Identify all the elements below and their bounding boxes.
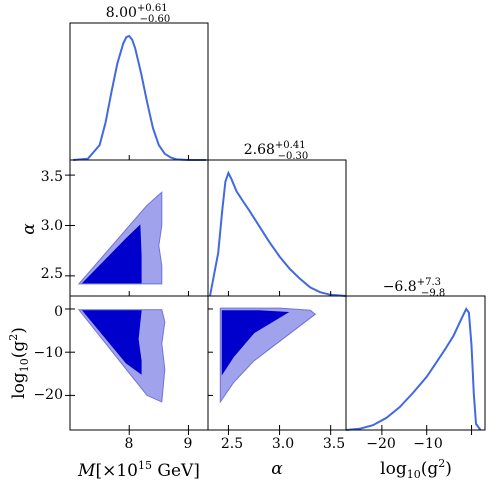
panel-alpha-log-g2 — [207, 295, 347, 431]
marginal-line-m — [72, 34, 207, 161]
y-label-alpha: α — [19, 223, 39, 235]
y-tick-alpha-3.0: 3.0 — [41, 218, 63, 234]
y-tick-g2-neg20: −20 — [33, 387, 63, 403]
title-m: 8.00+0.61 −0.60 — [106, 3, 170, 25]
panel-hist-log-g2 — [345, 295, 486, 431]
tick-marks — [65, 155, 473, 435]
y-tick-g2-neg10: −10 — [33, 345, 63, 361]
y-tick-alpha-2.5: 2.5 — [41, 266, 63, 282]
panel-m-alpha — [69, 159, 209, 297]
contour-inner-alpha-log-g2 — [221, 310, 290, 376]
contour-inner-m-alpha — [81, 224, 142, 284]
x-tick-g2-neg10: −10 — [413, 436, 443, 452]
x-tick-alpha-3.5: 3.5 — [323, 436, 345, 452]
y-tick-alpha-3.5: 3.5 — [41, 169, 63, 185]
panel-hist-alpha — [207, 159, 347, 297]
marginal-line-alpha — [209, 170, 347, 297]
x-tick-m-9: 9 — [184, 436, 193, 452]
x-label-m: M[×1015 GeV] — [77, 459, 200, 481]
x-label-log-g2: log10(g2) — [380, 457, 452, 481]
marginal-line-log-g2 — [345, 307, 482, 431]
x-tick-alpha-3.0: 3.0 — [272, 436, 294, 452]
title-alpha: 2.68+0.41 −0.30 — [244, 140, 308, 162]
x-tick-g2-neg20: −20 — [366, 436, 396, 452]
x-tick-alpha-2.5: 2.5 — [221, 436, 243, 452]
panel-m-log-g2 — [69, 295, 209, 431]
x-tick-m-8: 8 — [125, 436, 134, 452]
y-tick-g2-0: 0 — [54, 304, 63, 320]
y-label-log-g2: log10(g2) — [7, 327, 31, 399]
x-label-alpha: α — [271, 459, 283, 479]
title-log-g2: −6.8+7.3 −9.8 — [383, 277, 446, 299]
contour-inner-m-log-g2 — [81, 310, 142, 375]
panel-hist-m — [69, 22, 209, 161]
